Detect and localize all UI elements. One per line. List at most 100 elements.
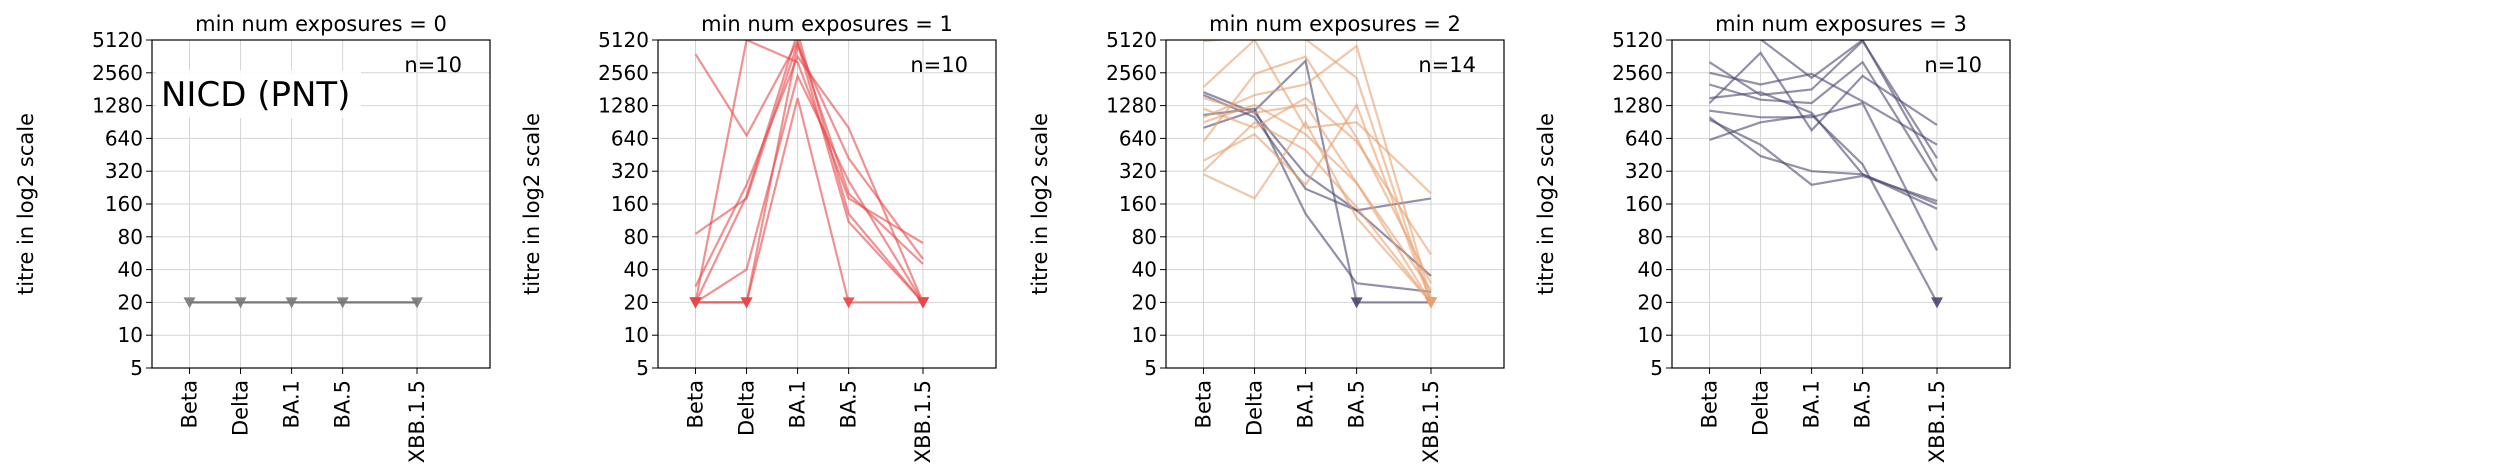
series-group xyxy=(183,297,423,309)
x-tick-label: Delta xyxy=(1749,380,1773,436)
x-tick-label: Beta xyxy=(1698,380,1722,428)
series-group xyxy=(1708,40,1943,309)
y-tick-label: 5120 xyxy=(1612,28,1663,52)
y-tick-label: 2560 xyxy=(1106,61,1157,85)
x-tick-label: XBB.1.5 xyxy=(405,380,429,463)
series-line xyxy=(1709,118,1938,203)
censored-marker xyxy=(1350,297,1363,309)
series-line xyxy=(1708,116,1938,210)
y-tick-label: 10 xyxy=(624,323,649,347)
x-tick-label: BA.5 xyxy=(1851,380,1875,428)
y-tick-label: 5 xyxy=(130,356,143,380)
y-axis-label: titre in log2 scale xyxy=(14,113,38,295)
series-line xyxy=(1203,103,1432,303)
y-tick-label: 1280 xyxy=(598,94,649,118)
x-tick-label: Beta xyxy=(1192,380,1216,428)
chart-title: min num exposures = 3 xyxy=(1715,12,1967,36)
y-tick-label: 80 xyxy=(118,225,143,249)
censored-marker xyxy=(285,297,298,309)
y-tick-label: 320 xyxy=(1119,159,1157,183)
chart-panel-4: 5 10 20 40 80 160 320 640 1280 2560 5120 Beta Delta B… xyxy=(1534,12,2011,463)
y-tick-label: 5 xyxy=(1144,356,1157,380)
series-line xyxy=(1709,40,1938,172)
x-tick-label: BA.5 xyxy=(331,380,355,428)
series-line xyxy=(694,54,925,303)
y-axis-label: titre in log2 scale xyxy=(520,113,544,295)
y-tick-label: 5120 xyxy=(598,28,649,52)
x-tick-label: Beta xyxy=(178,380,202,428)
figure-label: NICD (PNT) xyxy=(161,75,350,115)
axes-frame xyxy=(151,39,491,369)
series-line xyxy=(1203,91,1432,212)
y-tick-label: 1280 xyxy=(1612,94,1663,118)
series-line xyxy=(1203,96,1432,256)
series-line xyxy=(1708,40,1938,159)
series-line xyxy=(1709,71,1938,146)
series-line xyxy=(1202,102,1433,303)
axes-frame xyxy=(1165,39,1505,369)
axes-frame xyxy=(657,39,997,369)
y-tick-label: 80 xyxy=(1638,225,1663,249)
series-line xyxy=(1203,58,1431,304)
censored-marker xyxy=(916,297,929,309)
series-line xyxy=(694,40,924,304)
y-tick-label: 20 xyxy=(118,290,143,314)
x-tick-label: XBB.1.5 xyxy=(1419,380,1443,463)
y-tick-label: 640 xyxy=(1625,126,1663,150)
n-annotation: n=10 xyxy=(1924,53,1982,77)
censored-marker xyxy=(842,297,855,309)
y-tick-label: 160 xyxy=(1119,192,1157,216)
series-line xyxy=(694,72,924,304)
y-tick-label: 40 xyxy=(1132,258,1157,282)
series-line xyxy=(1202,55,1432,284)
series-group xyxy=(1202,40,1437,309)
series-line xyxy=(1203,44,1433,299)
y-axis-label: titre in log2 scale xyxy=(1534,113,1558,295)
series-line xyxy=(1708,51,1938,133)
series-line xyxy=(1709,113,1938,303)
y-tick-label: 10 xyxy=(1132,323,1157,347)
y-tick-label: 20 xyxy=(1132,290,1157,314)
y-tick-label: 2560 xyxy=(598,61,649,85)
y-tick-label: 160 xyxy=(105,192,143,216)
y-tick-label: 320 xyxy=(611,159,649,183)
series-line xyxy=(1709,101,1938,251)
y-tick-label: 160 xyxy=(1625,192,1663,216)
y-tick-label: 1280 xyxy=(92,94,143,118)
censored-marker xyxy=(1424,297,1437,309)
series-line xyxy=(694,40,924,303)
x-tick-label: BA.1 xyxy=(1800,380,1824,428)
series-line xyxy=(1203,120,1432,304)
y-tick-label: 160 xyxy=(611,192,649,216)
n-annotation: n=10 xyxy=(910,53,968,77)
censored-marker xyxy=(234,297,247,309)
censored-marker xyxy=(410,297,423,309)
y-tick-label: 5120 xyxy=(1106,28,1157,52)
x-tick-label: XBB.1.5 xyxy=(1925,380,1949,463)
y-axis-label: titre in log2 scale xyxy=(1028,113,1052,295)
y-tick-label: 10 xyxy=(118,323,143,347)
x-tick-label: Delta xyxy=(1243,380,1267,436)
series-line xyxy=(1203,97,1432,291)
censored-marker xyxy=(336,297,349,309)
x-tick-label: Beta xyxy=(684,380,708,428)
y-tick-label: 2560 xyxy=(1612,61,1663,85)
n-annotation: n=10 xyxy=(404,53,462,77)
series-group xyxy=(689,40,929,309)
y-tick-label: 5120 xyxy=(92,28,143,52)
x-tick-label: BA.5 xyxy=(837,380,861,428)
series-line xyxy=(1202,120,1432,304)
x-tick-label: BA.1 xyxy=(280,380,304,428)
y-tick-label: 1280 xyxy=(1106,94,1157,118)
series-line xyxy=(1709,60,1938,182)
axes-frame xyxy=(1671,39,2011,369)
series-line xyxy=(695,42,924,304)
y-tick-label: 320 xyxy=(1625,159,1663,183)
x-tick-label: BA.1 xyxy=(1294,380,1318,428)
chart-panel-2: 5 10 20 40 80 160 320 640 1280 2560 5120 Beta Delta B… xyxy=(520,12,997,463)
y-tick-label: 5 xyxy=(636,356,649,380)
figure-label-box xyxy=(156,70,361,118)
y-tick-label: 40 xyxy=(624,258,649,282)
censored-marker xyxy=(1930,297,1943,309)
